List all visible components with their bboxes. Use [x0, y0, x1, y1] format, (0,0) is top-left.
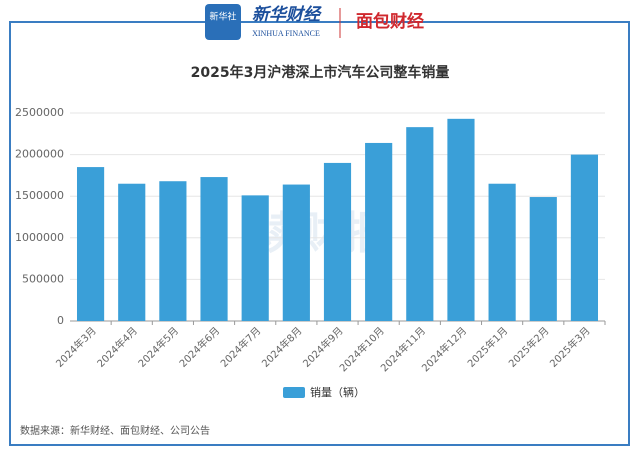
badge-box — [205, 4, 241, 40]
partner: 面包财经 — [356, 11, 424, 32]
brand-en: XINHUA FINANCE — [252, 29, 320, 38]
chart-title: 2025年3月沪港深上市汽车公司整车销量 — [191, 64, 450, 81]
y-tick-label: 2500000 — [15, 106, 64, 119]
y-tick-label: 0 — [57, 314, 64, 327]
bar — [118, 183, 146, 321]
legend-label: 销量（辆） — [310, 385, 365, 399]
bar — [447, 118, 475, 321]
bar — [529, 197, 557, 321]
bar — [241, 195, 269, 321]
bar — [406, 127, 434, 321]
bar — [282, 184, 310, 321]
bar — [570, 154, 599, 321]
bar — [323, 162, 352, 321]
brand: 新华财经 — [252, 5, 322, 24]
frame — [9, 21, 630, 446]
watermark: 读财报 — [254, 208, 386, 259]
bar — [488, 183, 516, 321]
y-tick-label: 2000000 — [15, 148, 64, 161]
bar — [159, 181, 187, 321]
source: 数据来源：新华财经、面包财经、公司公告 — [20, 424, 210, 437]
y-tick-label: 1000000 — [15, 231, 64, 244]
bar — [365, 142, 393, 321]
bar — [200, 177, 228, 321]
legend-swatch — [283, 387, 305, 398]
badge: 新华社 — [209, 11, 236, 23]
y-tick-label: 500000 — [22, 272, 64, 285]
y-tick-label: 1500000 — [15, 189, 64, 202]
bar — [76, 167, 105, 321]
